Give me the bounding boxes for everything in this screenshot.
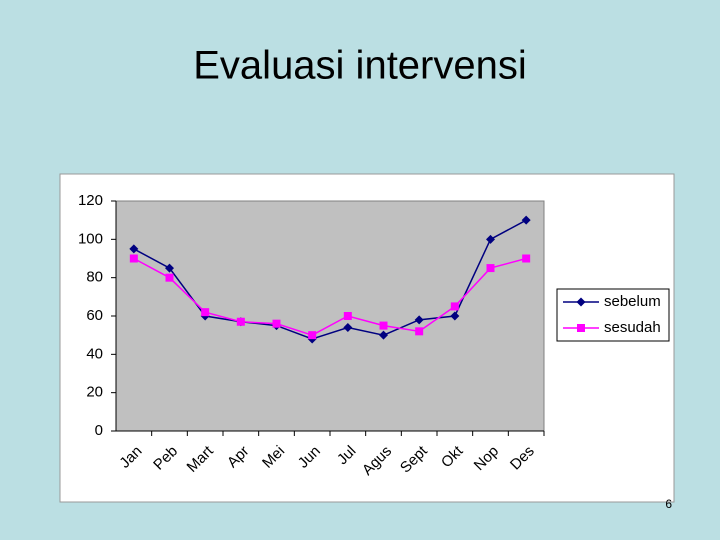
data-point <box>129 254 138 263</box>
data-point <box>379 321 388 330</box>
data-point <box>379 330 388 340</box>
series-line <box>133 219 527 340</box>
legend-label: sesudah <box>604 319 661 336</box>
slide-title: Evaluasi intervensi <box>193 44 527 88</box>
data-point <box>415 327 424 336</box>
data-point <box>343 312 352 320</box>
y-tick-label: 40 <box>86 345 103 362</box>
legend-marker <box>576 297 586 307</box>
data-point <box>522 254 531 263</box>
data-point <box>165 263 174 273</box>
y-tick-label: 100 <box>78 230 103 247</box>
y-tick-label: 120 <box>78 192 103 209</box>
slide-number: 6 <box>665 497 672 511</box>
y-tick-label: 0 <box>95 422 103 439</box>
data-point <box>486 264 495 273</box>
data-point <box>201 308 210 317</box>
data-point <box>165 273 174 282</box>
series-line <box>133 257 527 336</box>
data-point <box>343 323 353 332</box>
plot-area <box>115 200 545 432</box>
data-point <box>414 315 424 325</box>
legend-label: sebelum <box>604 293 661 310</box>
legend <box>556 288 670 342</box>
data-point <box>129 244 139 254</box>
legend-marker <box>577 324 585 332</box>
data-point <box>521 215 531 225</box>
y-tick-label: 80 <box>86 269 103 286</box>
data-point <box>272 319 281 328</box>
data-point <box>486 234 495 244</box>
y-tick-label: 60 <box>86 307 103 324</box>
data-point <box>450 311 460 321</box>
data-point <box>236 317 245 326</box>
y-tick-label: 20 <box>86 384 103 401</box>
data-point <box>450 302 459 311</box>
data-point <box>308 331 317 340</box>
